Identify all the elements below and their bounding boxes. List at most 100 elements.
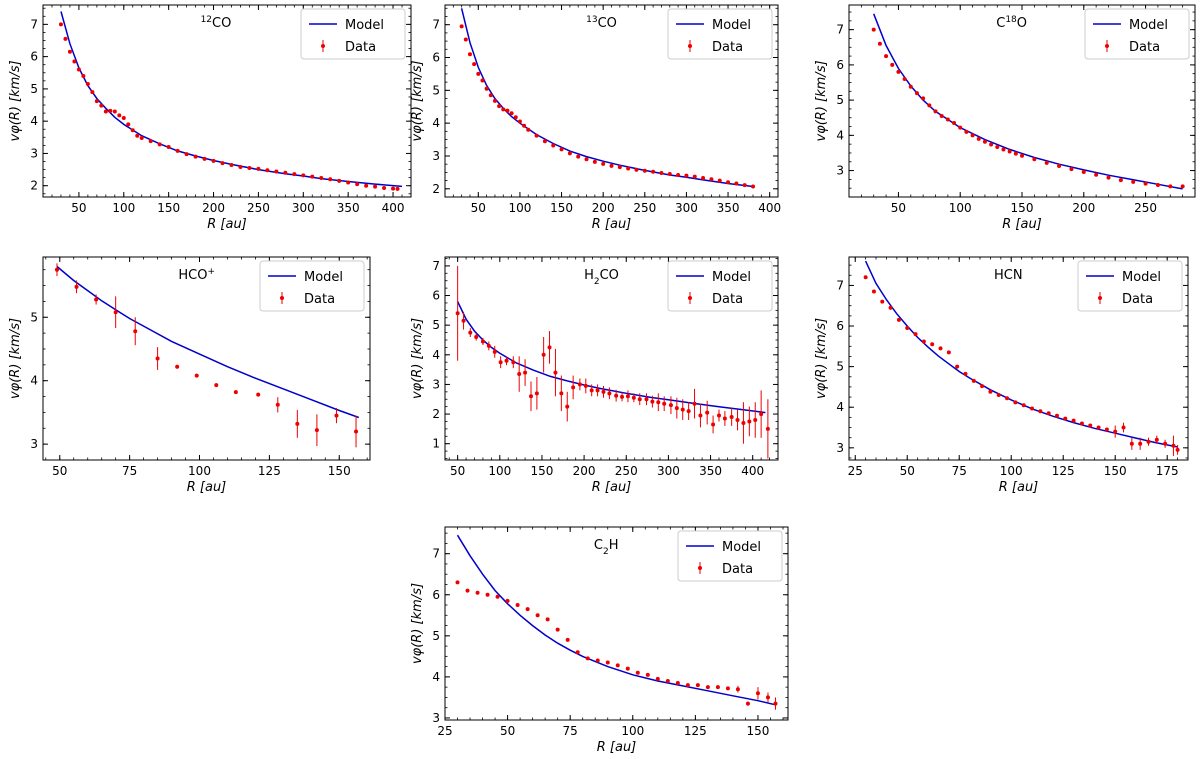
data-point xyxy=(565,404,570,409)
data-point xyxy=(742,183,747,188)
data-point xyxy=(705,685,710,690)
x-tick-label: 50 xyxy=(891,201,906,215)
data-point xyxy=(523,370,528,375)
data-point xyxy=(497,104,502,109)
data-point xyxy=(765,426,770,431)
data-point xyxy=(202,156,207,161)
data-point xyxy=(498,360,503,365)
model-line xyxy=(873,13,1183,190)
data-point xyxy=(1069,167,1074,172)
data-point xyxy=(609,163,614,168)
data-point xyxy=(625,394,630,399)
axes-frame xyxy=(42,256,371,461)
x-tick-label: 350 xyxy=(699,464,722,478)
data-point xyxy=(642,168,647,173)
data-point xyxy=(674,406,679,411)
data-point xyxy=(601,389,606,394)
data-point xyxy=(734,181,739,186)
x-tick-label: 100 xyxy=(621,724,644,738)
data-point xyxy=(583,383,588,388)
data-point xyxy=(605,660,610,665)
data-point xyxy=(667,172,672,177)
data-point xyxy=(631,395,636,400)
y-tick-label: 4 xyxy=(432,670,440,684)
data-point xyxy=(1005,396,1010,401)
data-point xyxy=(614,393,619,398)
y-tick-label: 6 xyxy=(432,51,440,65)
y-tick-label: 5 xyxy=(836,93,844,107)
data-point xyxy=(476,71,481,76)
panel-title-part: + xyxy=(207,267,215,277)
data-point xyxy=(193,154,198,159)
data-point xyxy=(58,22,63,27)
plot-area xyxy=(58,11,403,191)
data-point xyxy=(715,685,720,690)
data-point xyxy=(765,695,770,700)
x-tick-label: 50 xyxy=(900,464,915,478)
data-point xyxy=(1146,439,1151,444)
data-point xyxy=(382,185,387,190)
y-tick-label: 3 xyxy=(432,377,440,391)
data-point xyxy=(589,388,594,393)
data-point xyxy=(877,41,882,46)
data-point xyxy=(211,158,216,163)
data-point xyxy=(513,115,518,120)
data-point xyxy=(726,180,731,185)
data-point xyxy=(553,370,558,375)
data-point xyxy=(709,177,714,182)
legend-frame xyxy=(667,8,773,60)
data-point xyxy=(504,358,509,363)
y-tick-label: 2 xyxy=(432,407,440,421)
x-tick-label: 50 xyxy=(471,201,486,215)
x-tick-label: 25 xyxy=(437,724,452,738)
data-point xyxy=(467,52,472,57)
x-tick-label: 150 xyxy=(328,464,351,478)
data-point xyxy=(1096,425,1101,430)
x-tick-label: 200 xyxy=(1072,201,1095,215)
x-tick-label: 50 xyxy=(71,201,86,215)
x-tick-label: 150 xyxy=(747,724,770,738)
y-tick-label: 7 xyxy=(432,547,440,561)
x-tick-label: 50 xyxy=(500,724,515,738)
data-point xyxy=(135,133,140,138)
data-point xyxy=(559,147,564,152)
legend-model-label: Model xyxy=(1122,270,1161,285)
y-tick-label: 3 xyxy=(30,146,38,160)
data-point xyxy=(522,123,527,128)
data-point xyxy=(528,394,533,399)
x-tick-label: 125 xyxy=(1052,464,1075,478)
data-point xyxy=(547,345,552,350)
data-point xyxy=(751,184,756,189)
data-point xyxy=(634,167,639,172)
panel-title-part: HCO xyxy=(178,268,207,283)
x-tick-label: 25 xyxy=(848,464,863,478)
x-tick-label: 75 xyxy=(952,464,967,478)
legend-frame xyxy=(667,260,773,312)
data-point xyxy=(133,329,138,334)
data-point xyxy=(1054,413,1059,418)
data-point xyxy=(373,184,378,189)
legend-data-swatch xyxy=(688,44,692,48)
panel-title-part: H xyxy=(609,538,619,553)
data-point xyxy=(130,128,135,133)
data-point xyxy=(753,417,758,422)
data-point xyxy=(480,339,485,344)
data-point xyxy=(488,93,493,98)
data-point xyxy=(175,364,180,369)
data-point xyxy=(465,588,470,593)
data-point xyxy=(1001,147,1006,152)
x-tick-label: 100 xyxy=(188,464,211,478)
data-point xyxy=(921,339,926,344)
data-point xyxy=(67,49,72,54)
data-point xyxy=(1131,179,1136,184)
data-point xyxy=(1143,181,1148,186)
data-point xyxy=(592,159,597,164)
y-axis-label: vφ(R) [km/s] xyxy=(410,583,425,664)
x-axis-label: R [au] xyxy=(592,217,632,232)
data-point xyxy=(945,117,950,122)
data-point xyxy=(1007,149,1012,154)
data-point xyxy=(692,401,697,406)
data-point xyxy=(474,335,479,340)
legend-data-swatch xyxy=(280,296,284,300)
y-tick-label: 7 xyxy=(30,17,38,31)
